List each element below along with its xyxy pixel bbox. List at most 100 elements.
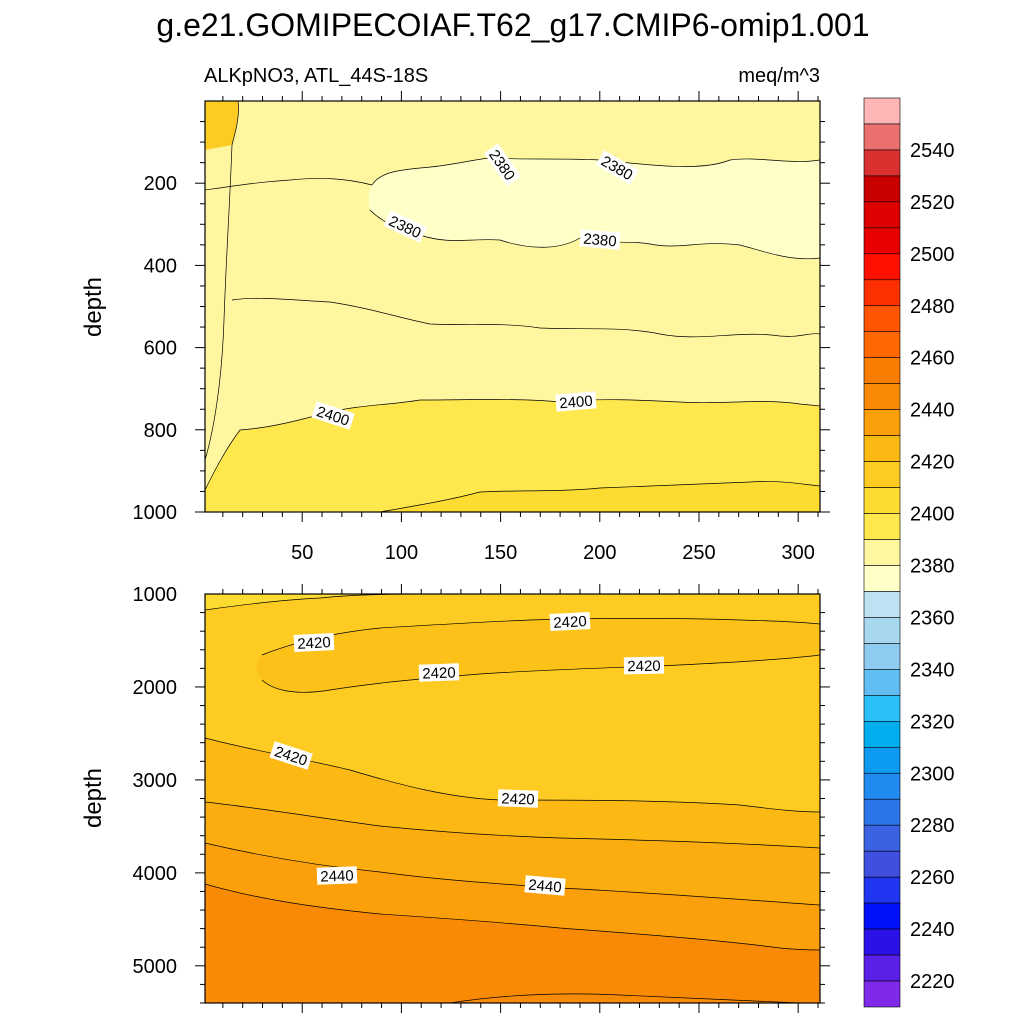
colorbar-swatch bbox=[863, 824, 901, 852]
colorbar-swatch bbox=[863, 149, 901, 177]
x-tick-label: 200 bbox=[583, 542, 616, 564]
colorbar-swatch bbox=[863, 409, 901, 436]
lower-contour-plot: 2420 2420 2420 2420 2420 2420 bbox=[204, 593, 821, 1004]
contour-label: 2380 bbox=[579, 229, 621, 251]
lower-contour-line-3 bbox=[261, 654, 820, 693]
colorbar-swatch bbox=[863, 487, 901, 514]
lower-fill-2450 bbox=[205, 884, 820, 1003]
colorbar-swatch bbox=[863, 357, 901, 384]
lower-fill-2420-core bbox=[256, 618, 820, 693]
lower-contour-labels: 2420 2420 2420 2420 2420 2420 bbox=[269, 611, 665, 897]
colorbar-swatch bbox=[863, 279, 901, 307]
y-tick-label: 800 bbox=[144, 420, 177, 442]
y-tick-label: 2000 bbox=[133, 677, 178, 699]
colorbar-swatch bbox=[863, 695, 901, 722]
colorbar-label: 2360 bbox=[910, 607, 955, 629]
upper-contour-line-5 bbox=[205, 399, 820, 491]
colorbar-label: 2320 bbox=[910, 711, 955, 733]
colorbar-swatch bbox=[863, 591, 901, 618]
colorbar-label: 2520 bbox=[910, 192, 955, 214]
colorbar-swatch bbox=[863, 513, 901, 540]
colorbar-swatch bbox=[863, 461, 901, 488]
colorbar-label: 2480 bbox=[910, 296, 955, 318]
upper-contour-plot: 2380 2380 2380 2380 2400 2400 bbox=[204, 100, 821, 513]
colorbar-label: 2220 bbox=[910, 971, 955, 993]
upper-contour-line-1 bbox=[205, 178, 373, 191]
contour-label: 2420 bbox=[293, 632, 335, 653]
colorbar-swatch bbox=[863, 798, 901, 826]
colorbar-label: 2340 bbox=[910, 659, 955, 681]
lower-y-axis-label: depth bbox=[80, 768, 107, 828]
colorbar-swatch bbox=[863, 954, 901, 982]
contour-label-text: 2420 bbox=[297, 634, 331, 653]
contour-label-text: 2440 bbox=[320, 867, 354, 885]
colorbar-label: 2440 bbox=[910, 400, 955, 422]
colorbar-label: 2260 bbox=[910, 867, 955, 889]
contour-label: 2440 bbox=[316, 866, 358, 886]
upper-contour-line-7 bbox=[205, 101, 239, 461]
colorbar-swatch bbox=[863, 331, 901, 359]
upper-contour-line-2 bbox=[371, 157, 820, 186]
colorbar-label: 2380 bbox=[910, 555, 955, 577]
y-tick-label: 5000 bbox=[133, 956, 178, 978]
colorbar-swatch bbox=[863, 746, 901, 774]
colorbar-label: 2200 bbox=[910, 1023, 955, 1024]
panel-subtitle-left: ALKpNO3, ATL_44S-18S bbox=[204, 65, 428, 87]
contour-label: 2440 bbox=[524, 875, 566, 897]
colorbar-swatch bbox=[863, 721, 901, 748]
colorbar-swatch bbox=[863, 565, 901, 592]
colorbar-label: 2240 bbox=[910, 919, 955, 941]
lower-x-axis bbox=[222, 584, 819, 1013]
contour-label: 2420 bbox=[418, 663, 460, 683]
lower-contour-line-2 bbox=[261, 618, 820, 656]
colorbar-swatch bbox=[863, 253, 901, 281]
upper-y-axis-label: depth bbox=[80, 277, 107, 337]
upper-y-axis: depth 200 400 600 800 1000 bbox=[80, 121, 830, 524]
contour-label-text: 2420 bbox=[501, 790, 535, 808]
y-tick-label: 200 bbox=[144, 173, 177, 195]
upper-contour-labels: 2380 2380 2380 2380 2400 2400 bbox=[311, 143, 639, 430]
colorbar-swatch bbox=[863, 305, 901, 333]
contour-label: 2420 bbox=[497, 789, 539, 809]
colorbar-swatch bbox=[863, 643, 901, 670]
colorbar-label: 2420 bbox=[910, 452, 955, 474]
x-tick-label: 300 bbox=[781, 542, 814, 564]
contour-label-text: 2420 bbox=[627, 658, 661, 676]
colorbar-swatch bbox=[863, 902, 901, 930]
contour-label-text: 2440 bbox=[528, 877, 563, 897]
colorbar-label: 2460 bbox=[910, 348, 955, 370]
contour-label-text: 2380 bbox=[583, 231, 618, 251]
lower-contour-line-7 bbox=[205, 883, 820, 951]
upper-fill-left-band bbox=[205, 101, 239, 150]
colorbar-swatch bbox=[863, 617, 901, 644]
y-tick-label: 400 bbox=[144, 255, 177, 277]
colorbar-swatch bbox=[863, 850, 901, 878]
colorbar-swatch bbox=[863, 772, 901, 800]
upper-x-axis: 50 100 150 200 250 300 bbox=[222, 91, 819, 564]
upper-contour-line-6 bbox=[379, 481, 820, 512]
x-tick-label: 250 bbox=[682, 542, 715, 564]
lower-contour-line-8 bbox=[449, 993, 801, 1003]
upper-contour-line-4 bbox=[231, 297, 820, 338]
colorbar-swatch bbox=[863, 201, 901, 229]
colorbar-swatch bbox=[863, 928, 901, 956]
colorbar-swatch bbox=[863, 669, 901, 696]
lower-contour-line-5 bbox=[205, 801, 820, 849]
y-tick-label: 1000 bbox=[133, 502, 178, 524]
contour-label-text: 2400 bbox=[559, 393, 594, 413]
colorbar-swatch bbox=[863, 175, 901, 203]
colorbar-swatch bbox=[863, 980, 901, 1008]
colorbar-label: 2540 bbox=[910, 140, 955, 162]
y-tick-label: 1000 bbox=[133, 584, 178, 606]
contour-label: 2420 bbox=[549, 611, 591, 632]
colorbar-swatch bbox=[863, 435, 901, 462]
panel-subtitle-right: meq/m^3 bbox=[738, 65, 820, 87]
colorbar-label: 2500 bbox=[910, 244, 955, 266]
colorbar-swatch bbox=[863, 97, 901, 125]
colorbar-label: 2400 bbox=[910, 504, 955, 526]
upper-contour-line-3 bbox=[369, 209, 820, 260]
colorbar-swatch bbox=[863, 383, 901, 410]
lower-y-axis: depth 1000 2000 3000 4000 5000 bbox=[80, 584, 830, 1004]
y-tick-label: 4000 bbox=[133, 863, 178, 885]
lower-contour-line-6 bbox=[205, 842, 820, 906]
